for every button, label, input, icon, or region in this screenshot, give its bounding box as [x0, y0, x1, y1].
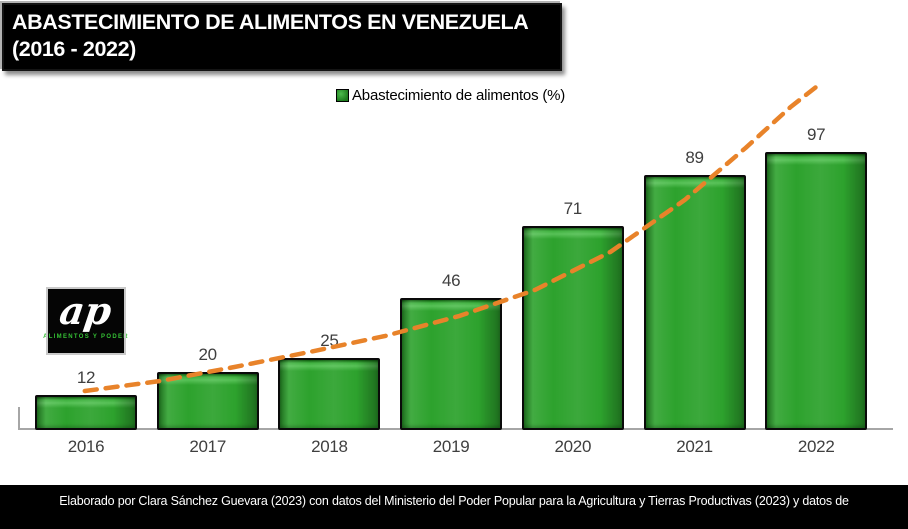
chart-title-line1: ABASTECIMIENTO DE ALIMENTOS EN VENEZUELA [12, 10, 529, 34]
logo-caption: ALIMENTOS Y PODER [43, 334, 129, 340]
x-axis-label-2016: 2016 [67, 437, 105, 456]
chart-title-box: ABASTECIMIENTO DE ALIMENTOS EN VENEZUELA… [2, 3, 562, 71]
alimentos-y-poder-logo: ap ALIMENTOS Y PODER [43, 287, 128, 355]
bar-2021 [643, 174, 746, 430]
bar-2018 [278, 357, 381, 430]
bar-value-label-2019: 46 [441, 270, 461, 290]
bar-2022 [765, 151, 868, 430]
bar-2017 [156, 371, 259, 430]
bar-value-label-2016: 12 [76, 367, 96, 387]
bar-value-label-2018: 25 [320, 330, 339, 350]
bar-value-label-2022: 97 [807, 124, 826, 144]
x-axis-label-2019: 2019 [432, 437, 470, 456]
bar-value-label-2021: 89 [685, 147, 704, 167]
bar-value-label-2020: 71 [563, 199, 583, 219]
source-footer-text: Elaborado por Clara Sánchez Guevara (202… [59, 494, 849, 508]
x-axis-label-2022: 2022 [797, 437, 835, 456]
x-axis-label-2020: 2020 [554, 437, 592, 456]
bar-2019 [400, 297, 503, 430]
x-axis-label-2021: 2021 [676, 437, 713, 456]
source-footer: Elaborado por Clara Sánchez Guevara (202… [0, 485, 908, 529]
bar-2020 [521, 226, 624, 430]
x-axis-label-2017: 2017 [189, 437, 226, 456]
logo-monogram: ap [57, 288, 115, 333]
y-axis-tick [18, 407, 20, 428]
bar-2016 [35, 394, 137, 430]
bar-value-label-2017: 20 [198, 344, 218, 364]
chart-title-line2: (2016 - 2022) [12, 37, 136, 61]
x-axis-label-2018: 2018 [311, 437, 348, 456]
